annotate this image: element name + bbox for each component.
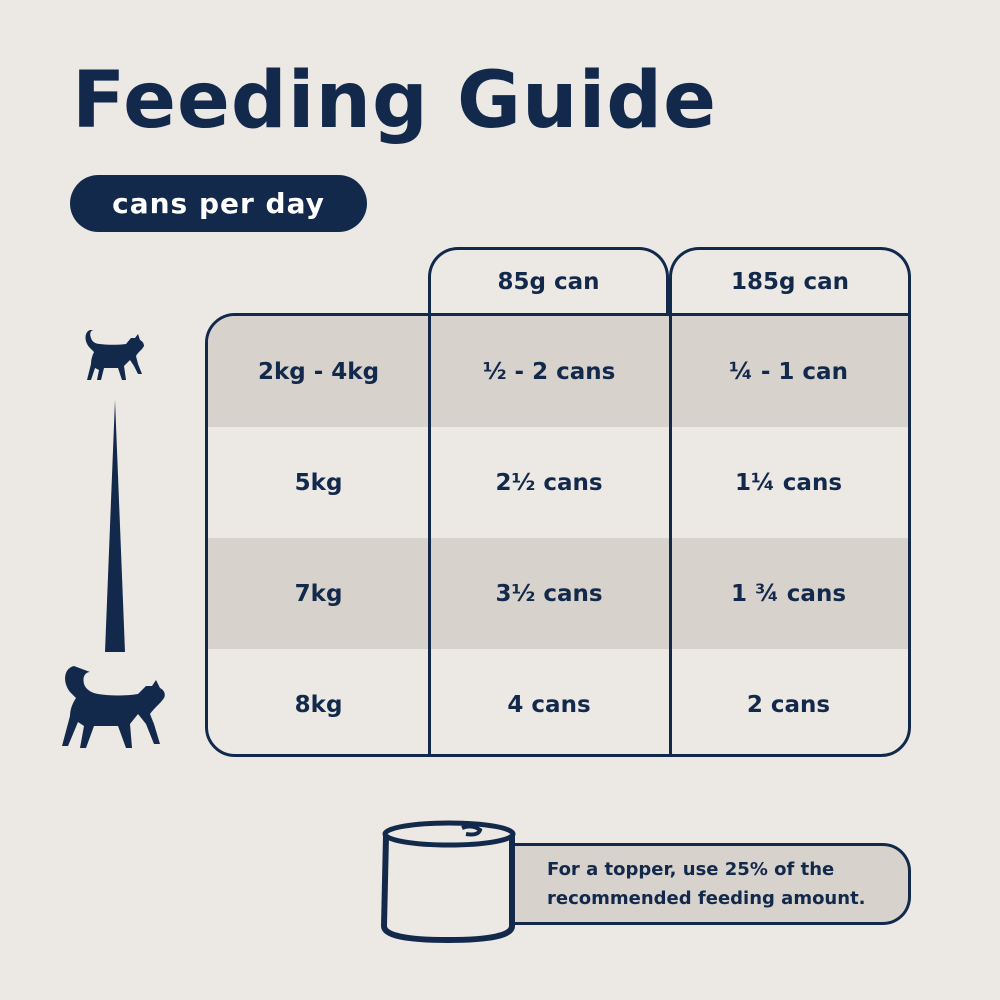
feeding-table: 2kg - 4kg ½ - 2 cans ¼ - 1 can 5kg 2½ ca… <box>205 313 911 757</box>
can-85g-cell: ½ - 2 cans <box>482 358 616 385</box>
table-row: 5kg 2½ cans 1¼ cans <box>208 427 908 538</box>
can-185g-cell: ¼ - 1 can <box>729 358 848 385</box>
large-cat-icon <box>62 666 165 748</box>
column-divider <box>428 316 431 754</box>
column-divider <box>669 316 672 754</box>
weight-cell: 7kg <box>294 580 343 607</box>
header-185g-can: 185g can <box>669 247 911 313</box>
cans-per-day-badge: cans per day <box>70 175 367 232</box>
topper-note: For a topper, use 25% of the recommended… <box>505 843 911 925</box>
small-cat-icon <box>85 330 144 380</box>
table-row: 2kg - 4kg ½ - 2 cans ¼ - 1 can <box>208 316 908 427</box>
weight-cell: 5kg <box>294 469 343 496</box>
page-title: Feeding Guide <box>72 56 718 146</box>
table-row: 8kg 4 cans 2 cans <box>208 649 908 754</box>
header-85g-can: 85g can <box>428 247 669 313</box>
can-185g-cell: 2 cans <box>746 691 831 718</box>
can-185g-cell: 1¼ cans <box>734 469 843 496</box>
topper-note-line1: For a topper, use 25% of the <box>547 859 835 880</box>
can-85g-cell: 2½ cans <box>495 469 603 496</box>
can-185g-cell: 1 ¾ cans <box>730 580 847 607</box>
can-85g-cell: 4 cans <box>507 691 591 718</box>
topper-note-line2: recommended feeding amount. <box>547 888 866 909</box>
can-icon <box>380 820 516 944</box>
weight-cell: 8kg <box>294 691 343 718</box>
size-scale-wedge-icon <box>105 400 125 652</box>
can-85g-cell: 3½ cans <box>495 580 603 607</box>
table-row: 7kg 3½ cans 1 ¾ cans <box>208 538 908 649</box>
weight-cell: 2kg - 4kg <box>257 358 380 385</box>
